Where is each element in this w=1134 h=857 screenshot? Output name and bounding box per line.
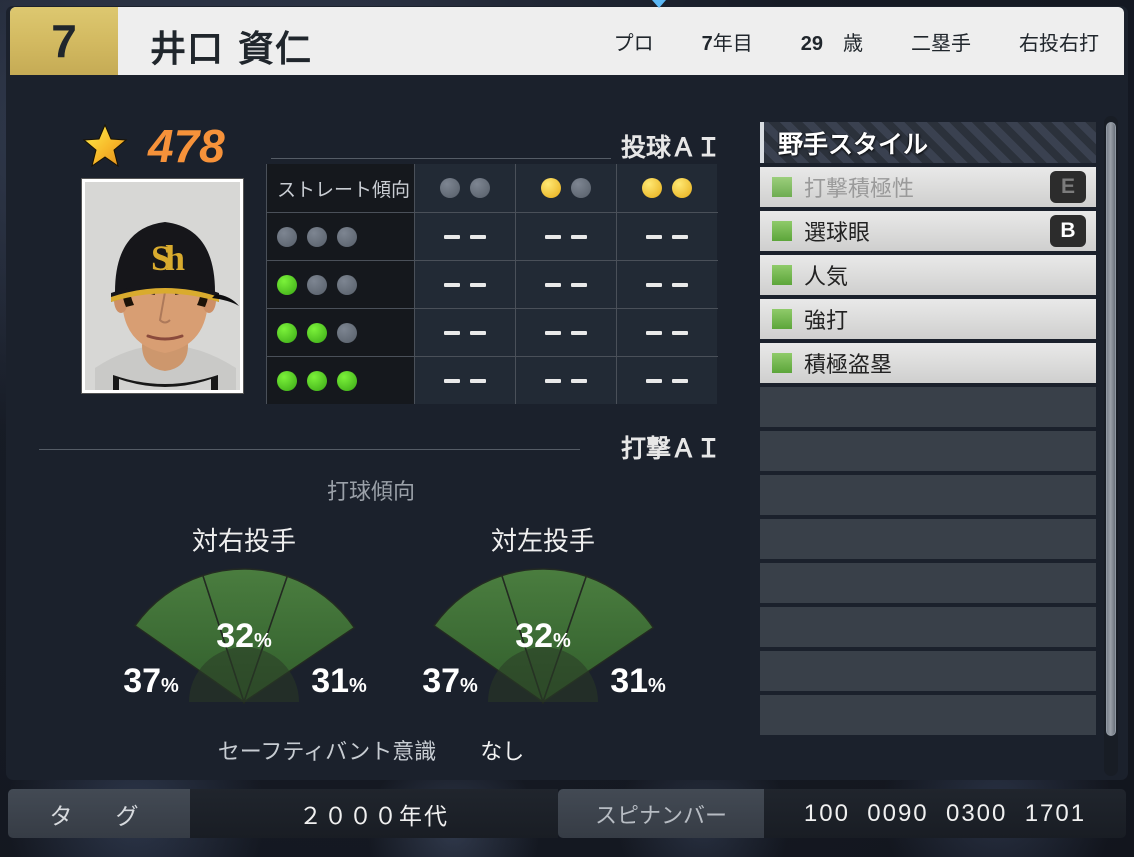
svg-text:37%: 37% xyxy=(123,662,179,700)
svg-text:31%: 31% xyxy=(311,662,367,700)
svg-text:37%: 37% xyxy=(422,662,478,700)
svg-text:31%: 31% xyxy=(610,662,666,700)
